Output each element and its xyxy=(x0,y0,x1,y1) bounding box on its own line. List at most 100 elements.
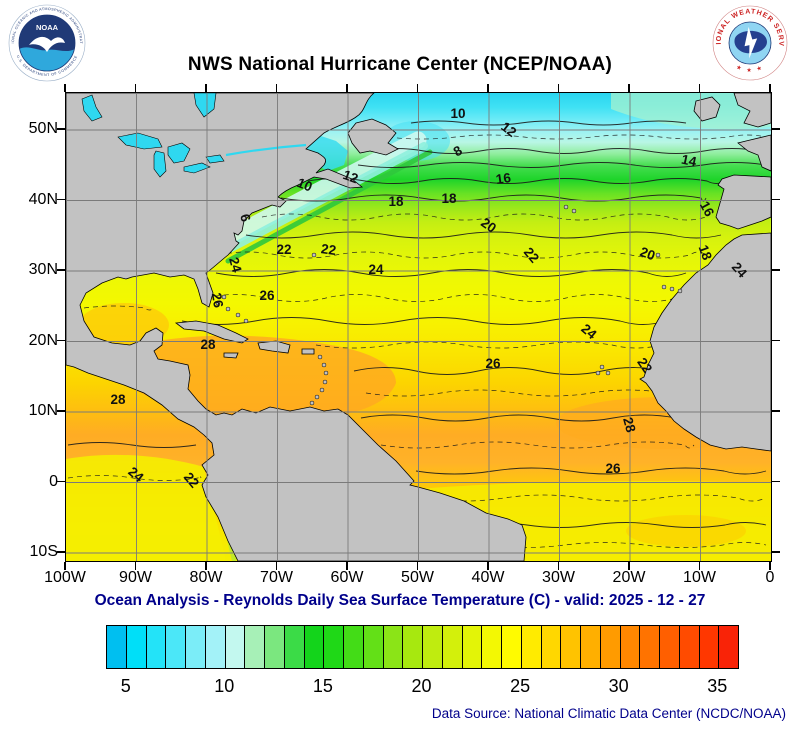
island xyxy=(571,208,577,214)
x-axis-tick xyxy=(416,561,419,570)
sst-region-overlay xyxy=(66,454,226,561)
sst-region-overlay xyxy=(611,93,771,129)
colorbar-cell xyxy=(699,626,720,668)
nws-logo: NATIONAL WEATHER SERVICE ★ ★ ★ xyxy=(712,5,788,81)
isotherm-contour xyxy=(367,148,771,154)
y-axis-tick-right xyxy=(771,269,780,271)
island xyxy=(235,312,241,318)
landmass xyxy=(257,340,291,354)
colorbar-tick-label: 5 xyxy=(120,676,131,696)
colorbar-cell xyxy=(304,626,325,668)
island xyxy=(605,370,611,376)
nws-stars: ★ ★ ★ xyxy=(735,64,765,74)
contour-label: 26 xyxy=(259,288,275,303)
x-axis-tick-top xyxy=(416,84,419,92)
data-source-text: Data Source: National Climatic Data Cent… xyxy=(431,706,786,721)
isotherm-contour xyxy=(261,213,707,221)
island xyxy=(661,284,667,290)
isotherm-contour xyxy=(315,341,662,349)
island xyxy=(309,400,315,406)
contour-label: 16 xyxy=(495,170,512,187)
y-axis-tick-right xyxy=(771,339,780,342)
landmass xyxy=(66,93,527,561)
colorbar-cell xyxy=(166,626,186,668)
colorbar-cell xyxy=(107,626,127,668)
contour-label: 24 xyxy=(368,262,384,277)
contour-label: 10 xyxy=(450,106,465,121)
contour-label: 28 xyxy=(620,416,639,435)
y-axis-label: 30N xyxy=(28,261,58,278)
isotherm-contour xyxy=(217,251,707,259)
lake xyxy=(205,154,225,164)
lake xyxy=(153,150,167,178)
noaa-logo: NATIONAL OCEANIC AND ATMOSPHERIC ADMINIS… xyxy=(8,4,86,82)
lake xyxy=(193,93,217,118)
x-axis-label: 20W xyxy=(612,569,646,586)
x-axis-label: 50W xyxy=(401,569,434,586)
x-axis-label: 70W xyxy=(260,569,293,586)
x-axis-tick-top xyxy=(628,84,630,92)
contour-label: 28 xyxy=(200,337,216,352)
y-axis-tick xyxy=(57,410,65,412)
x-axis-tick xyxy=(64,561,66,570)
contour-label: 22 xyxy=(634,355,655,376)
x-axis-tick xyxy=(769,561,771,570)
island xyxy=(669,286,675,292)
landmass xyxy=(715,174,771,230)
colorbar-cell xyxy=(541,626,562,668)
page-title: NWS National Hurricane Center (NCEP/NOAA… xyxy=(187,54,613,75)
contour-label: 22 xyxy=(276,242,291,257)
colorbar-cell xyxy=(205,626,226,668)
contour-label: 20 xyxy=(638,244,657,263)
contour-label: 26 xyxy=(209,292,226,310)
x-axis-tick-top xyxy=(698,84,701,92)
island xyxy=(677,288,683,294)
noaa-wordmark: NOAA xyxy=(36,23,59,32)
lake xyxy=(81,94,103,122)
x-axis-tick xyxy=(275,561,278,570)
y-axis-tick xyxy=(57,269,65,271)
x-axis-label: 30W xyxy=(542,569,575,586)
colorbar-tick-label: 35 xyxy=(707,676,728,696)
lake xyxy=(167,142,191,164)
landmass xyxy=(347,118,399,156)
island xyxy=(317,354,323,360)
y-axis-tick xyxy=(57,551,65,553)
x-axis-tick-top xyxy=(487,84,489,92)
y-axis-tick xyxy=(57,128,65,130)
contour-label: 26 xyxy=(485,356,501,371)
colorbar-cell xyxy=(146,626,167,668)
island xyxy=(319,387,325,393)
island xyxy=(311,252,317,258)
colorbar-tick-label: 30 xyxy=(608,676,629,696)
island xyxy=(322,379,328,385)
lake xyxy=(183,162,211,174)
isotherm-contour xyxy=(415,467,767,475)
noaa-emblem: NOAA xyxy=(19,15,75,71)
isotherm-contour xyxy=(485,542,767,548)
map-caption: Ocean Analysis - Reynolds Daily Sea Surf… xyxy=(94,592,706,609)
colorbar-cell xyxy=(521,626,542,668)
y-axis-label: 0 xyxy=(49,472,58,490)
y-axis-tick-right xyxy=(771,551,780,553)
x-axis-tick xyxy=(134,561,137,570)
island xyxy=(243,318,249,324)
contour-label: 14 xyxy=(680,152,698,170)
contour-label: 22 xyxy=(320,241,337,258)
colorbar-cell xyxy=(482,626,502,668)
isotherm-contour xyxy=(357,162,767,168)
x-axis-tick xyxy=(557,561,560,570)
x-axis-label: 40W xyxy=(471,569,505,586)
colorbar-cell xyxy=(462,626,483,668)
y-axis-label: 40N xyxy=(28,190,58,208)
x-axis-label: 10W xyxy=(683,569,716,586)
x-axis-tick xyxy=(205,561,207,570)
colorbar-cell xyxy=(324,626,344,668)
temperature-colorbar xyxy=(106,625,739,669)
colorbar-cell xyxy=(502,626,522,668)
isotherm-contour xyxy=(181,317,667,325)
colorbar-cell xyxy=(126,626,147,668)
colorbar-cell xyxy=(225,626,246,668)
